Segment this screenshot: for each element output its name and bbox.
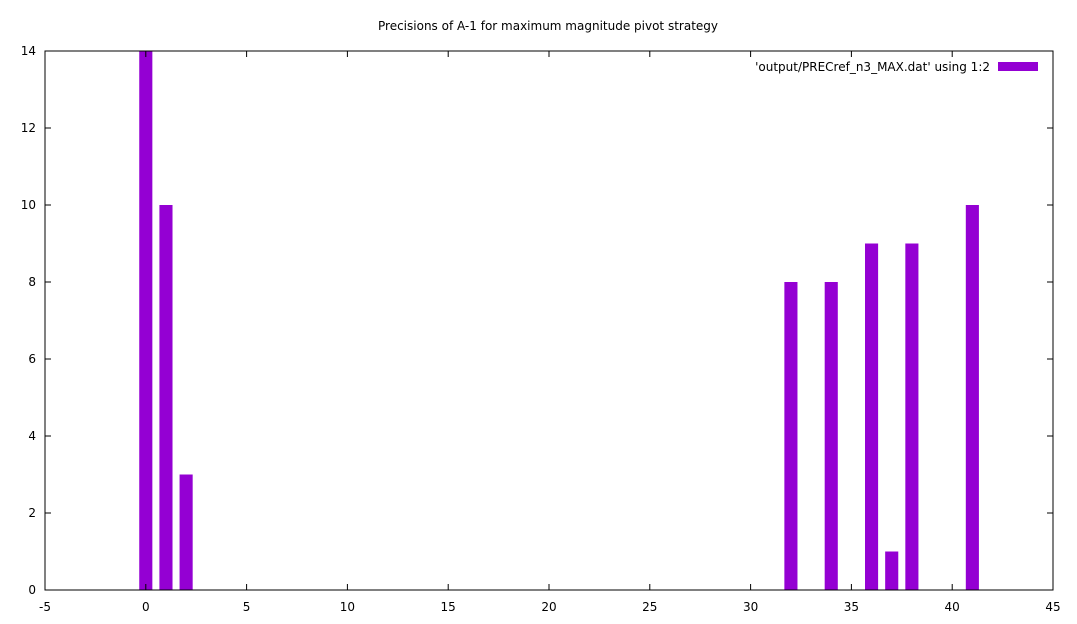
- bar: [139, 51, 153, 590]
- bar: [965, 205, 979, 590]
- x-tick-label: 25: [642, 600, 657, 614]
- x-tick-label: 20: [541, 600, 556, 614]
- x-tick-label: 15: [441, 600, 456, 614]
- legend-swatch: [998, 62, 1038, 71]
- x-tick-label: 5: [243, 600, 251, 614]
- y-tick-label: 10: [21, 198, 36, 212]
- y-tick-label: 14: [21, 44, 36, 58]
- x-tick-label: -5: [39, 600, 51, 614]
- bar: [159, 205, 173, 590]
- y-tick-label: 6: [28, 352, 36, 366]
- legend-label: 'output/PRECref_n3_MAX.dat' using 1:2: [755, 60, 990, 74]
- y-tick-label: 4: [28, 429, 36, 443]
- y-tick-label: 12: [21, 121, 36, 135]
- legend: 'output/PRECref_n3_MAX.dat' using 1:2: [755, 60, 1038, 74]
- x-tick-label: 45: [1045, 600, 1060, 614]
- x-tick-label: 0: [142, 600, 150, 614]
- y-tick-label: 2: [28, 506, 36, 520]
- bar: [179, 474, 193, 590]
- bar: [865, 243, 879, 590]
- x-tick-label: 10: [340, 600, 355, 614]
- x-tick-label: 35: [844, 600, 859, 614]
- bar: [905, 243, 919, 590]
- plot-frame: [44, 50, 1054, 591]
- chart-title: Precisions of A-1 for maximum magnitude …: [378, 19, 718, 33]
- bar: [885, 551, 899, 590]
- y-tick-label: 8: [28, 275, 36, 289]
- bar: [824, 282, 838, 590]
- x-tick-label: 40: [945, 600, 960, 614]
- bar: [784, 282, 798, 590]
- x-tick-label: 30: [743, 600, 758, 614]
- y-tick-label: 0: [28, 583, 36, 597]
